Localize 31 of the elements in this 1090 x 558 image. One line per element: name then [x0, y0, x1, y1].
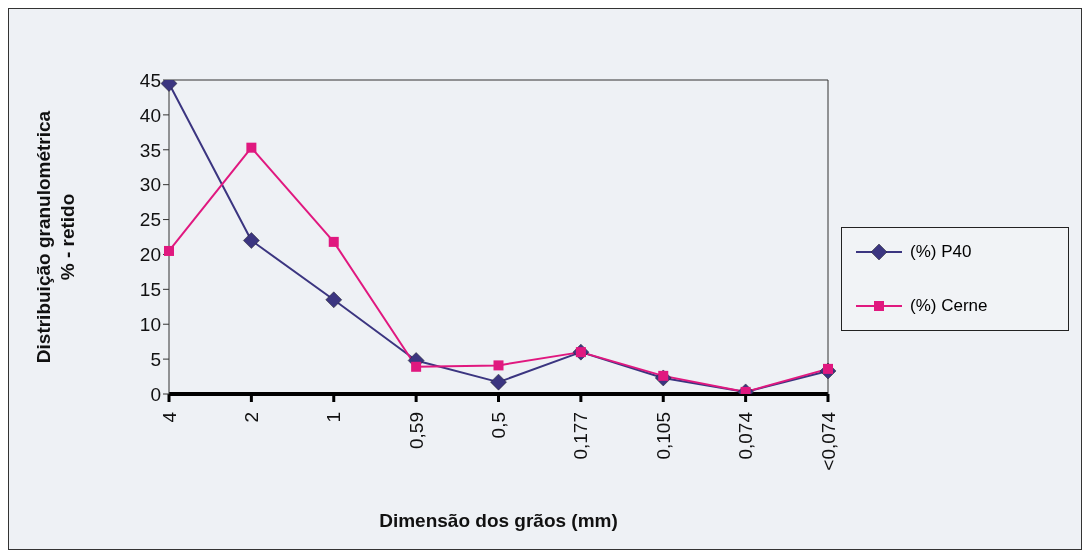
legend-label: (%) Cerne: [910, 296, 988, 316]
x-tick-label: 0,105: [652, 412, 674, 460]
y-tick-label: 35: [139, 139, 161, 161]
legend-label: (%) P40: [910, 242, 972, 262]
point: [246, 142, 257, 153]
point: [243, 232, 260, 249]
point: [328, 236, 339, 247]
x-tick-label: 0,177: [570, 412, 592, 460]
x-tick-label: 0,074: [735, 411, 757, 460]
x-tick-label: <0,074: [817, 411, 839, 471]
y-tick-label: 0: [150, 383, 161, 405]
point: [325, 291, 342, 309]
x-axis-title: Dimensão dos grãos (mm): [379, 510, 618, 531]
y-tick-label: 25: [139, 209, 161, 231]
point: [490, 373, 507, 391]
y-tick-label: 10: [139, 313, 161, 335]
point: [411, 361, 422, 372]
x-tick-label: 0,5: [488, 412, 509, 439]
y-axis-title: Distribuição granulométrica % - retido: [33, 110, 78, 364]
y-tick-label: 5: [150, 348, 161, 370]
point: [493, 360, 504, 371]
x-tick-label: 4: [158, 411, 180, 423]
y-tick-label: 45: [139, 69, 161, 91]
x-tick-label: 0,59: [405, 412, 427, 449]
y-tick-label: 20: [139, 244, 161, 266]
y-tick-label: 30: [139, 174, 161, 196]
point: [164, 245, 174, 256]
x-tick-label: 1: [323, 412, 345, 423]
y-tick-label: 40: [139, 104, 161, 126]
y-tick-label: 15: [139, 279, 161, 301]
x-tick-label: 2: [240, 412, 262, 423]
